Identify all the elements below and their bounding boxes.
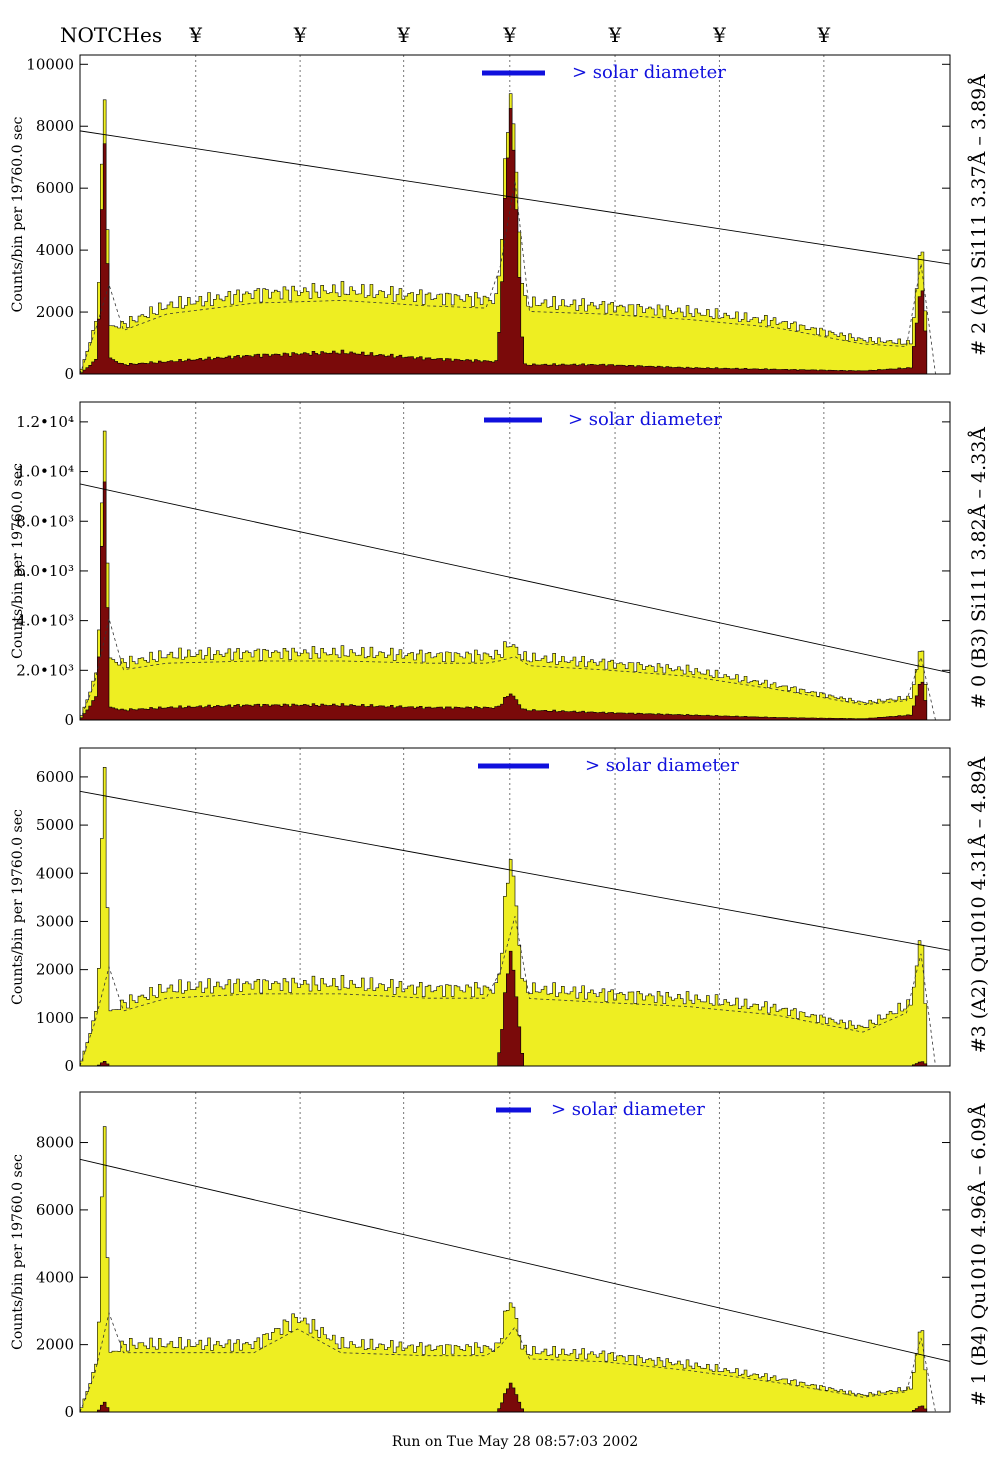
y-tick-label: 6000	[36, 768, 74, 786]
series-filtered	[79, 481, 950, 721]
y-tick-label: 0	[64, 365, 74, 383]
y-tick-label: 6000	[36, 1201, 74, 1219]
y-axis-label: Counts/bin per 19760.0 sec	[10, 809, 26, 1005]
y-tick-label: 2000	[36, 1336, 74, 1354]
chart-panel-0: 0 2000 4000 6000 8000 10000 Counts/bin per 197…	[10, 54, 990, 383]
y-tick-label: 6000	[36, 179, 74, 197]
notch-marker: ¥	[712, 23, 726, 47]
y-tick-label: 3000	[36, 912, 74, 930]
notch-markers: ¥ ¥ ¥ ¥ ¥ ¥ ¥	[188, 23, 830, 47]
y-axis-label: Counts/bin per 19760.0 sec	[10, 1154, 26, 1350]
y-tick-label: 1000	[36, 1009, 74, 1027]
y-axis-label: Counts/bin per 19760.0 sec	[10, 117, 26, 313]
y-tick-label: 5000	[36, 816, 74, 834]
y-tick-label: 4000	[36, 241, 74, 259]
y-tick-label: 2000	[36, 961, 74, 979]
y-tick-label: 8000	[36, 117, 74, 135]
y-tick-label: 4000	[36, 1268, 74, 1286]
y-tick-label: 1.0•10⁴	[16, 463, 74, 481]
notches-header: NOTCHes	[60, 23, 162, 47]
y-tick-label: 10000	[26, 55, 74, 73]
series-filtered	[79, 108, 950, 375]
chart-panel-3: 0 2000 4000 6000 8000 Counts/bin per 19760.0 …	[10, 1091, 990, 1421]
chart-panel-1: 0 2.0•10³ 4.0•10³ 6.0•10³ 8.0•10³ 1.0•10⁴ 1.2•…	[10, 401, 990, 729]
y-tick-label: 0	[64, 711, 74, 729]
notch-marker: ¥	[188, 23, 202, 47]
solar-diameter-label: > solar diameter	[568, 409, 722, 430]
y-axis-label: Counts/bin per 19760.0 sec	[10, 463, 26, 659]
y-tick-label: 2000	[36, 303, 74, 321]
y-tick-label: 4000	[36, 864, 74, 882]
mean-trend-line	[79, 618, 950, 721]
run-timestamp: Run on Tue May 28 08:57:03 2002	[392, 1434, 638, 1450]
reference-line	[79, 483, 951, 674]
plot-frame	[79, 401, 951, 721]
notch-marker: ¥	[396, 23, 410, 47]
plot-frame	[79, 54, 951, 375]
y-tick-label: 6.0•10³	[16, 562, 74, 580]
y-tick-label: 8000	[36, 1134, 74, 1152]
series-total	[79, 1126, 950, 1413]
solar-diameter-label: > solar diameter	[551, 1099, 705, 1120]
plot-frame	[79, 1091, 951, 1413]
reference-line	[79, 130, 951, 265]
panel-title: # 1 (B4) Qu1010 4.96Å – 6.09Å	[968, 1103, 990, 1406]
notch-marker: ¥	[816, 23, 830, 47]
y-tick-label: 4.0•10³	[16, 612, 74, 630]
panel-title: # 2 (A1) Si111 3.37Å – 3.89Å	[968, 74, 990, 356]
solar-diameter-label: > solar diameter	[572, 62, 726, 83]
y-tick-label: 0	[64, 1403, 74, 1421]
mean-trend-line	[79, 916, 950, 1067]
mean-trend-line	[79, 1311, 950, 1413]
y-tick-label: 2.0•10³	[16, 661, 74, 679]
reference-line	[79, 1158, 951, 1362]
panel-title: #3 (A2) Qu1010 4.31Å – 4.89Å	[968, 756, 990, 1053]
chart-panel-2: 0 1000 2000 3000 4000 5000 6000 Counts/bin per …	[10, 747, 990, 1075]
plot-frame	[79, 747, 951, 1067]
y-tick-label: 1.2•10⁴	[16, 413, 74, 431]
series-total	[79, 430, 950, 721]
solar-diameter-label: > solar diameter	[585, 755, 739, 776]
notch-marker: ¥	[608, 23, 622, 47]
mean-trend-line	[79, 180, 950, 375]
y-tick-label: 0	[64, 1057, 74, 1075]
notch-marker: ¥	[293, 23, 307, 47]
y-tick-label: 8.0•10³	[16, 512, 74, 530]
panel-title: # 0 (B3) Si111 3.82Å – 4.33Å	[968, 427, 990, 709]
reference-line	[79, 790, 951, 951]
notch-marker: ¥	[502, 23, 516, 47]
